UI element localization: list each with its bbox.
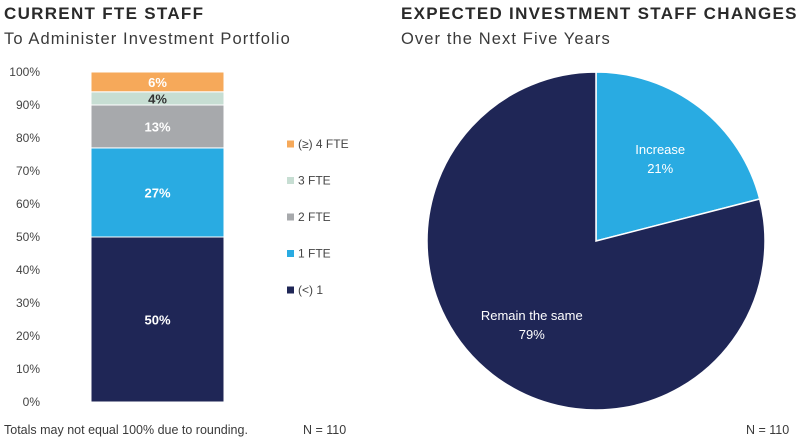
pie-slice: [426, 71, 766, 411]
bar-chart-sample-size: N = 110: [303, 423, 347, 437]
stacked-bar-chart: 0% 10% 20% 30% 40% 50% 60% 70% 80% 90% 100% 50% 27%…: [9, 65, 349, 409]
legend-label: (≥) 4 FTE: [298, 137, 349, 151]
data-label: 13%: [144, 119, 170, 134]
y-tick-label: 60%: [16, 197, 40, 211]
y-tick-label: 20%: [16, 329, 40, 343]
slice-percent-label: 79%: [519, 327, 545, 342]
legend-swatch: [287, 286, 294, 294]
bar-chart-subtitle: To Administer Investment Portfolio: [4, 30, 291, 48]
y-tick-label: 30%: [16, 296, 40, 310]
slice-percent-label: 21%: [647, 161, 673, 176]
slice-category-label: Remain the same: [481, 308, 583, 323]
pie-slice: [595, 71, 761, 242]
data-label: 50%: [144, 313, 170, 328]
y-tick-label: 80%: [16, 131, 40, 145]
legend-swatch: [287, 250, 294, 257]
bar-segment: [90, 71, 225, 93]
data-label: 27%: [144, 185, 170, 200]
data-label: 4%: [148, 91, 167, 106]
y-tick-label: 0%: [23, 395, 41, 409]
legend-swatch: [287, 213, 294, 221]
legend-swatch: [287, 177, 294, 184]
y-tick-label: 90%: [16, 98, 40, 112]
pie-chart-sample-size: N = 110: [746, 423, 790, 437]
legend-swatch: [287, 140, 294, 148]
pie-chart-title: EXPECTED INVESTMENT STAFF CHANGES: [401, 4, 798, 23]
legend-label: (<) 1: [298, 283, 323, 297]
y-tick-label: 70%: [16, 164, 40, 178]
pie-chart: Increase 21% Remain the same 79%: [426, 71, 766, 411]
legend-label: 3 FTE: [298, 174, 331, 188]
bar-segment: [90, 147, 225, 238]
pie-chart-subtitle: Over the Next Five Years: [401, 30, 611, 48]
legend-label: 1 FTE: [298, 247, 331, 261]
y-tick-label: 10%: [16, 362, 40, 376]
y-tick-label: 50%: [16, 230, 40, 244]
slice-category-label: Increase: [635, 142, 685, 157]
y-tick-label: 100%: [9, 65, 40, 79]
legend-label: 2 FTE: [298, 210, 331, 224]
bar-chart-title: CURRENT FTE STAFF: [4, 4, 205, 23]
y-tick-label: 40%: [16, 263, 40, 277]
bar-segment: [90, 236, 225, 403]
rounding-footnote: Totals may not equal 100% due to roundin…: [4, 423, 248, 437]
data-label: 6%: [148, 75, 167, 90]
